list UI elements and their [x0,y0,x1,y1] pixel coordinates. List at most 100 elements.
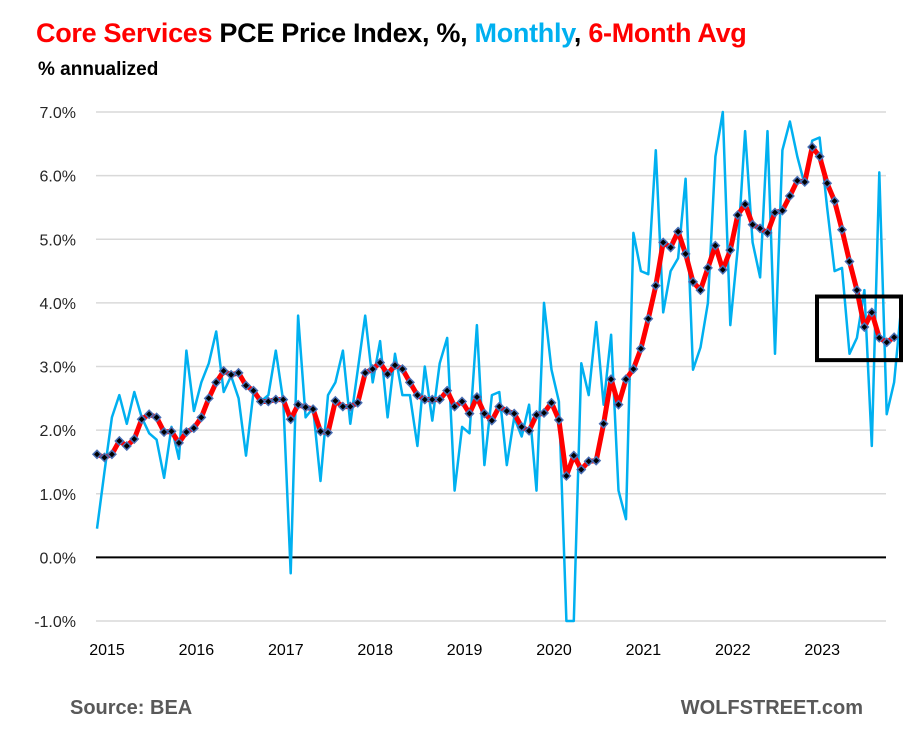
avg-marker [874,332,885,343]
avg-marker [166,426,177,437]
avg-marker [591,455,602,466]
series-6-month-avg [91,141,900,481]
avg-marker [427,394,438,405]
avg-marker [784,190,795,202]
avg-marker [389,360,401,371]
avg-marker [866,307,877,318]
avg-marker [524,425,535,436]
avg-marker [851,285,862,296]
avg-marker [456,396,468,407]
avg-marker [673,226,684,237]
avg-marker [188,423,199,434]
avg-marker [546,397,557,408]
avg-marker [337,401,348,412]
avg-marker [307,404,319,415]
avg-marker [635,343,646,354]
avg-marker [263,396,274,407]
brand-label: WOLFSTREET.com [680,697,863,719]
avg-marker [151,412,162,423]
avg-marker [859,321,870,333]
avg-marker [807,141,818,153]
x-tick-label: 2015 [89,642,125,659]
avg-marker [442,385,453,396]
avg-marker [218,365,229,377]
avg-marker [799,176,810,188]
x-tick-label: 2022 [715,642,751,659]
avg-marker [114,435,125,447]
avg-marker [628,363,639,375]
x-tick-label: 2016 [179,642,215,659]
avg-marker [613,399,624,410]
x-tick-label: 2023 [804,642,840,659]
avg-marker [270,394,281,405]
y-axis-ticks: -1.0% 0.0% 1.0% 2.0% 3.0% 4.0% 5.0% 6.0% 7.0% [34,105,76,631]
avg-marker [583,456,594,467]
y-tick-label: -1.0% [34,614,76,631]
avg-marker [762,227,773,238]
y-tick-label: 3.0% [40,360,76,377]
avg-marker [717,264,728,275]
avg-marker [516,421,527,433]
avg-marker [702,262,713,273]
avg-marker [106,449,117,460]
avg-marker [561,470,572,481]
avg-marker [829,196,840,207]
avg-marker [196,412,207,423]
x-tick-label: 2018 [357,642,393,659]
avg-marker [754,223,766,234]
avg-marker [836,224,848,235]
avg-marker [464,408,475,419]
avg-marker [531,409,542,420]
avg-marker [203,393,214,404]
avg-marker [375,357,386,368]
title-part-core-services: Core Services [36,18,213,48]
avg-marker [173,437,185,448]
avg-marker [211,377,222,388]
avg-marker [501,405,512,417]
avg-marker [576,464,587,475]
y-tick-label: 7.0% [40,105,76,122]
avg-marker [620,374,632,385]
source-label: Source: BEA [70,697,193,719]
x-tick-label: 2021 [626,642,662,659]
avg-marker [643,313,654,324]
avg-marker [397,363,408,375]
x-tick-label: 2019 [447,642,483,659]
avg-marker [695,285,706,296]
avg-marker [404,377,415,388]
avg-marker [367,363,378,375]
avg-marker [434,394,445,405]
avg-marker [412,390,423,401]
y-tick-label: 2.0% [40,423,76,440]
avg-marker [844,256,855,267]
title-part-pce: PCE Price Index, %, [212,18,475,48]
avg-marker [538,407,550,419]
x-axis-ticks: 2015 2016 2017 2018 2019 2020 2021 2022 2023 [89,642,840,659]
y-tick-label: 1.0% [40,487,76,504]
avg-marker [322,427,334,438]
avg-marker [233,367,244,378]
avg-marker [158,426,170,438]
avg-marker [494,401,505,412]
avg-marker [553,414,564,426]
avg-marker [680,248,691,259]
y-tick-label: 5.0% [40,232,76,249]
avg-marker [293,399,304,410]
avg-marker [598,418,609,429]
avg-marker [881,337,892,348]
avg-marker [658,237,669,248]
chart-title: Core Services PCE Price Index, %, Monthl… [36,18,747,49]
avg-marker [382,369,393,380]
avg-marker [665,242,676,253]
avg-marker [732,210,743,221]
avg-marker [725,245,736,256]
avg-marker [285,414,296,425]
avg-marker [360,367,371,378]
highlight-box [815,294,903,363]
avg-marker [747,219,758,230]
avg-marker [486,415,497,426]
avg-marker [814,151,825,162]
title-part-monthly: Monthly [474,18,575,48]
avg-marker [650,280,661,291]
avg-marker [121,440,132,452]
